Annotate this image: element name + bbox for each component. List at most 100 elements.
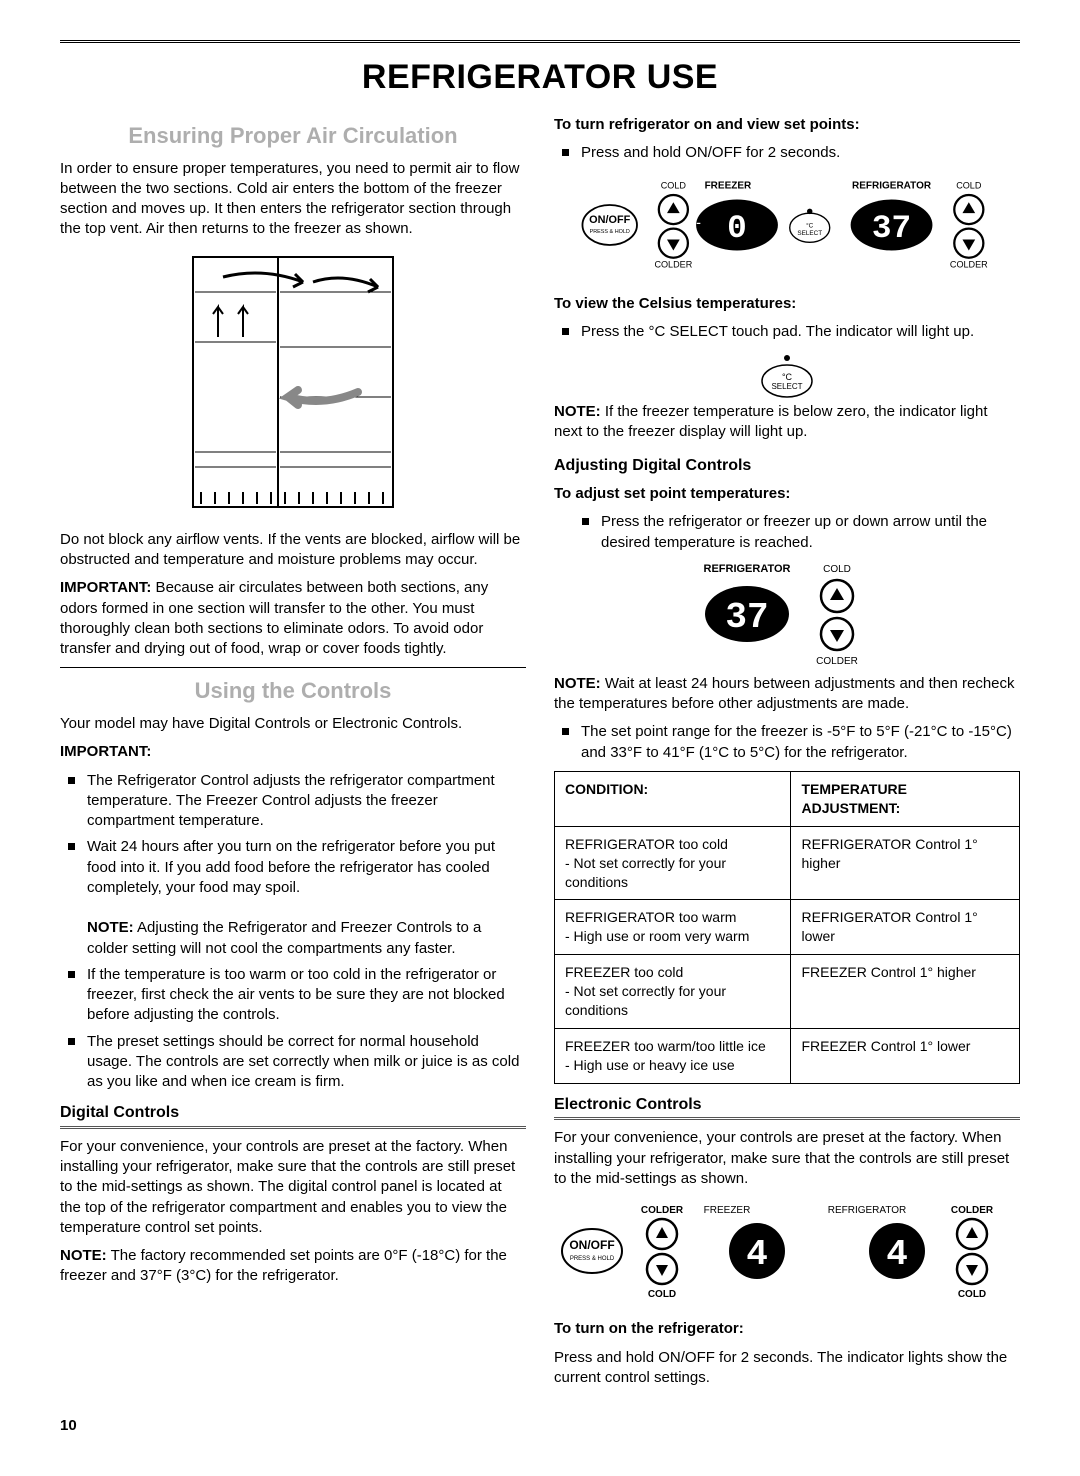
svg-text:REFRIGERATOR: REFRIGERATOR <box>704 563 791 575</box>
bullet-icon <box>68 843 75 850</box>
bullet-icon <box>582 518 589 525</box>
table-cell: FREEZER too warm/too little ice - High u… <box>555 1028 791 1083</box>
heading-rule <box>60 1126 526 1129</box>
bullet-range: The set point range for the freezer is -… <box>554 722 1020 763</box>
digital-controls-heading: Digital Controls <box>60 1102 526 1124</box>
svg-text:SELECT: SELECT <box>771 382 802 391</box>
svg-text:FREEZER: FREEZER <box>704 1205 751 1216</box>
ec-paragraph: For your convenience, your controls are … <box>554 1128 1020 1189</box>
note-label: NOTE: <box>554 675 601 692</box>
bullet-text: Press and hold ON/OFF for 2 seconds. <box>581 143 1020 163</box>
bullet-text: The Refrigerator Control adjusts the ref… <box>87 771 526 832</box>
adjust-digital-heading: Adjusting Digital Controls <box>554 455 1020 477</box>
table-cell: REFRIGERATOR too cold - Not set correctl… <box>555 826 791 900</box>
svg-text:-: - <box>696 216 701 232</box>
bullet-1: The Refrigerator Control adjusts the ref… <box>60 771 526 832</box>
svg-text:°C: °C <box>782 372 793 382</box>
important-label: IMPORTANT: <box>60 579 151 596</box>
bullet-r2: Press the °C SELECT touch pad. The indic… <box>554 322 1020 342</box>
svg-text:0: 0 <box>727 210 747 247</box>
svg-text:37: 37 <box>725 597 768 638</box>
table-cell: REFRIGERATOR Control 1° higher <box>791 826 1020 900</box>
svg-text:°C: °C <box>806 222 814 230</box>
svg-text:COLD: COLD <box>956 181 982 191</box>
heading-rule <box>554 1117 1020 1120</box>
svg-text:ON/OFF: ON/OFF <box>569 1238 614 1252</box>
bullet-icon <box>562 728 569 735</box>
dc-note: NOTE: The factory recommended set points… <box>60 1246 526 1287</box>
table-cell: FREEZER too cold - Not set correctly for… <box>555 955 791 1029</box>
ec-turn-text: Press and hold ON/OFF for 2 seconds. The… <box>554 1348 1020 1389</box>
controls-intro: Your model may have Digital Controls or … <box>60 714 526 734</box>
fridge-airflow-diagram <box>60 252 526 518</box>
table-cell: REFRIGERATOR Control 1° lower <box>791 900 1020 955</box>
adjust-sub-heading: To adjust set point temperatures: <box>554 484 1020 504</box>
bullet-icon <box>68 1038 75 1045</box>
bullet-adc: Press the refrigerator or freezer up or … <box>574 512 1020 553</box>
two-column-layout: Ensuring Proper Air Circulation In order… <box>60 115 1020 1396</box>
bullet-text: Press the °C SELECT touch pad. The indic… <box>581 322 1020 342</box>
svg-text:REFRIGERATOR: REFRIGERATOR <box>852 181 932 192</box>
air-block-warning: Do not block any airflow vents. If the v… <box>60 530 526 571</box>
svg-text:4: 4 <box>886 1234 908 1275</box>
bullet-r1: Press and hold ON/OFF for 2 seconds. <box>554 143 1020 163</box>
bullet-text: The preset settings should be correct fo… <box>87 1032 526 1093</box>
bullet-3: If the temperature is too warm or too co… <box>60 965 526 1026</box>
svg-text:FREEZER: FREEZER <box>705 181 752 192</box>
bullet-icon <box>562 149 569 156</box>
note-text: Wait at least 24 hours between adjustmen… <box>554 675 1015 712</box>
svg-text:COLDER: COLDER <box>654 260 692 270</box>
svg-text:COLD: COLD <box>823 564 851 575</box>
svg-text:4: 4 <box>746 1234 768 1275</box>
note-text: The factory recommended set points are 0… <box>60 1247 507 1284</box>
important-label-2: IMPORTANT: <box>60 742 526 762</box>
bullet-text: The set point range for the freezer is -… <box>581 722 1020 763</box>
section-controls-title: Using the Controls <box>60 676 526 706</box>
bullet-icon <box>68 777 75 784</box>
celsius-heading: To view the Celsius temperatures: <box>554 294 1020 314</box>
svg-text:PRESS & HOLD: PRESS & HOLD <box>590 230 630 236</box>
svg-text:COLDER: COLDER <box>816 656 858 667</box>
electronic-controls-heading: Electronic Controls <box>554 1094 1020 1116</box>
svg-text:COLD: COLD <box>648 1289 676 1300</box>
svg-text:PRESS & HOLD: PRESS & HOLD <box>570 1256 615 1262</box>
svg-text:37: 37 <box>872 210 911 247</box>
table-cell: FREEZER Control 1° higher <box>791 955 1020 1029</box>
right-column: To turn refrigerator on and view set poi… <box>554 115 1020 1396</box>
bullet-text: Press the refrigerator or freezer up or … <box>601 512 1020 553</box>
celsius-note: NOTE: If the freezer temperature is belo… <box>554 402 1020 443</box>
page-number: 10 <box>60 1416 1020 1436</box>
svg-text:REFRIGERATOR: REFRIGERATOR <box>828 1205 907 1216</box>
ec-turn-heading: To turn on the refrigerator: <box>554 1319 1020 1339</box>
table-header: CONDITION: <box>555 771 791 826</box>
adc-note: NOTE: Wait at least 24 hours between adj… <box>554 674 1020 715</box>
bullet-2: Wait 24 hours after you turn on the refr… <box>60 837 526 959</box>
divider <box>60 667 526 668</box>
left-column: Ensuring Proper Air Circulation In order… <box>60 115 526 1396</box>
bullet-text: If the temperature is too warm or too co… <box>87 965 526 1026</box>
note-label: NOTE: <box>554 403 601 420</box>
bullet-icon <box>562 328 569 335</box>
important-odor: IMPORTANT: Because air circulates betwee… <box>60 578 526 659</box>
air-circulation-intro: In order to ensure proper temperatures, … <box>60 159 526 240</box>
note-text: Adjusting the Refrigerator and Freezer C… <box>87 919 481 956</box>
table-cell: REFRIGERATOR too warm - High use or room… <box>555 900 791 955</box>
svg-text:COLD: COLD <box>958 1289 986 1300</box>
bullet-4: The preset settings should be correct fo… <box>60 1032 526 1093</box>
bullet-text: Wait 24 hours after you turn on the refr… <box>87 838 495 896</box>
note-label: NOTE: <box>87 919 134 936</box>
note-text: If the freezer temperature is below zero… <box>554 403 988 440</box>
svg-text:ON/OFF: ON/OFF <box>589 215 630 227</box>
svg-text:COLDER: COLDER <box>951 1205 994 1216</box>
turn-on-heading: To turn refrigerator on and view set poi… <box>554 115 1020 135</box>
section-air-circulation-title: Ensuring Proper Air Circulation <box>60 121 526 151</box>
note-label: NOTE: <box>60 1247 107 1264</box>
table-header: TEMPERATURE ADJUSTMENT: <box>791 771 1020 826</box>
svg-text:COLDER: COLDER <box>641 1205 684 1216</box>
select-button-diagram: °C SELECT <box>757 348 817 398</box>
top-rule <box>60 40 1020 43</box>
table-cell: FREEZER Control 1° lower <box>791 1028 1020 1083</box>
control-panel-digital: ON/OFF PRESS & HOLD COLD COLDER FREEZER … <box>554 175 1020 281</box>
svg-text:COLD: COLD <box>661 181 687 191</box>
bullet-icon <box>68 971 75 978</box>
